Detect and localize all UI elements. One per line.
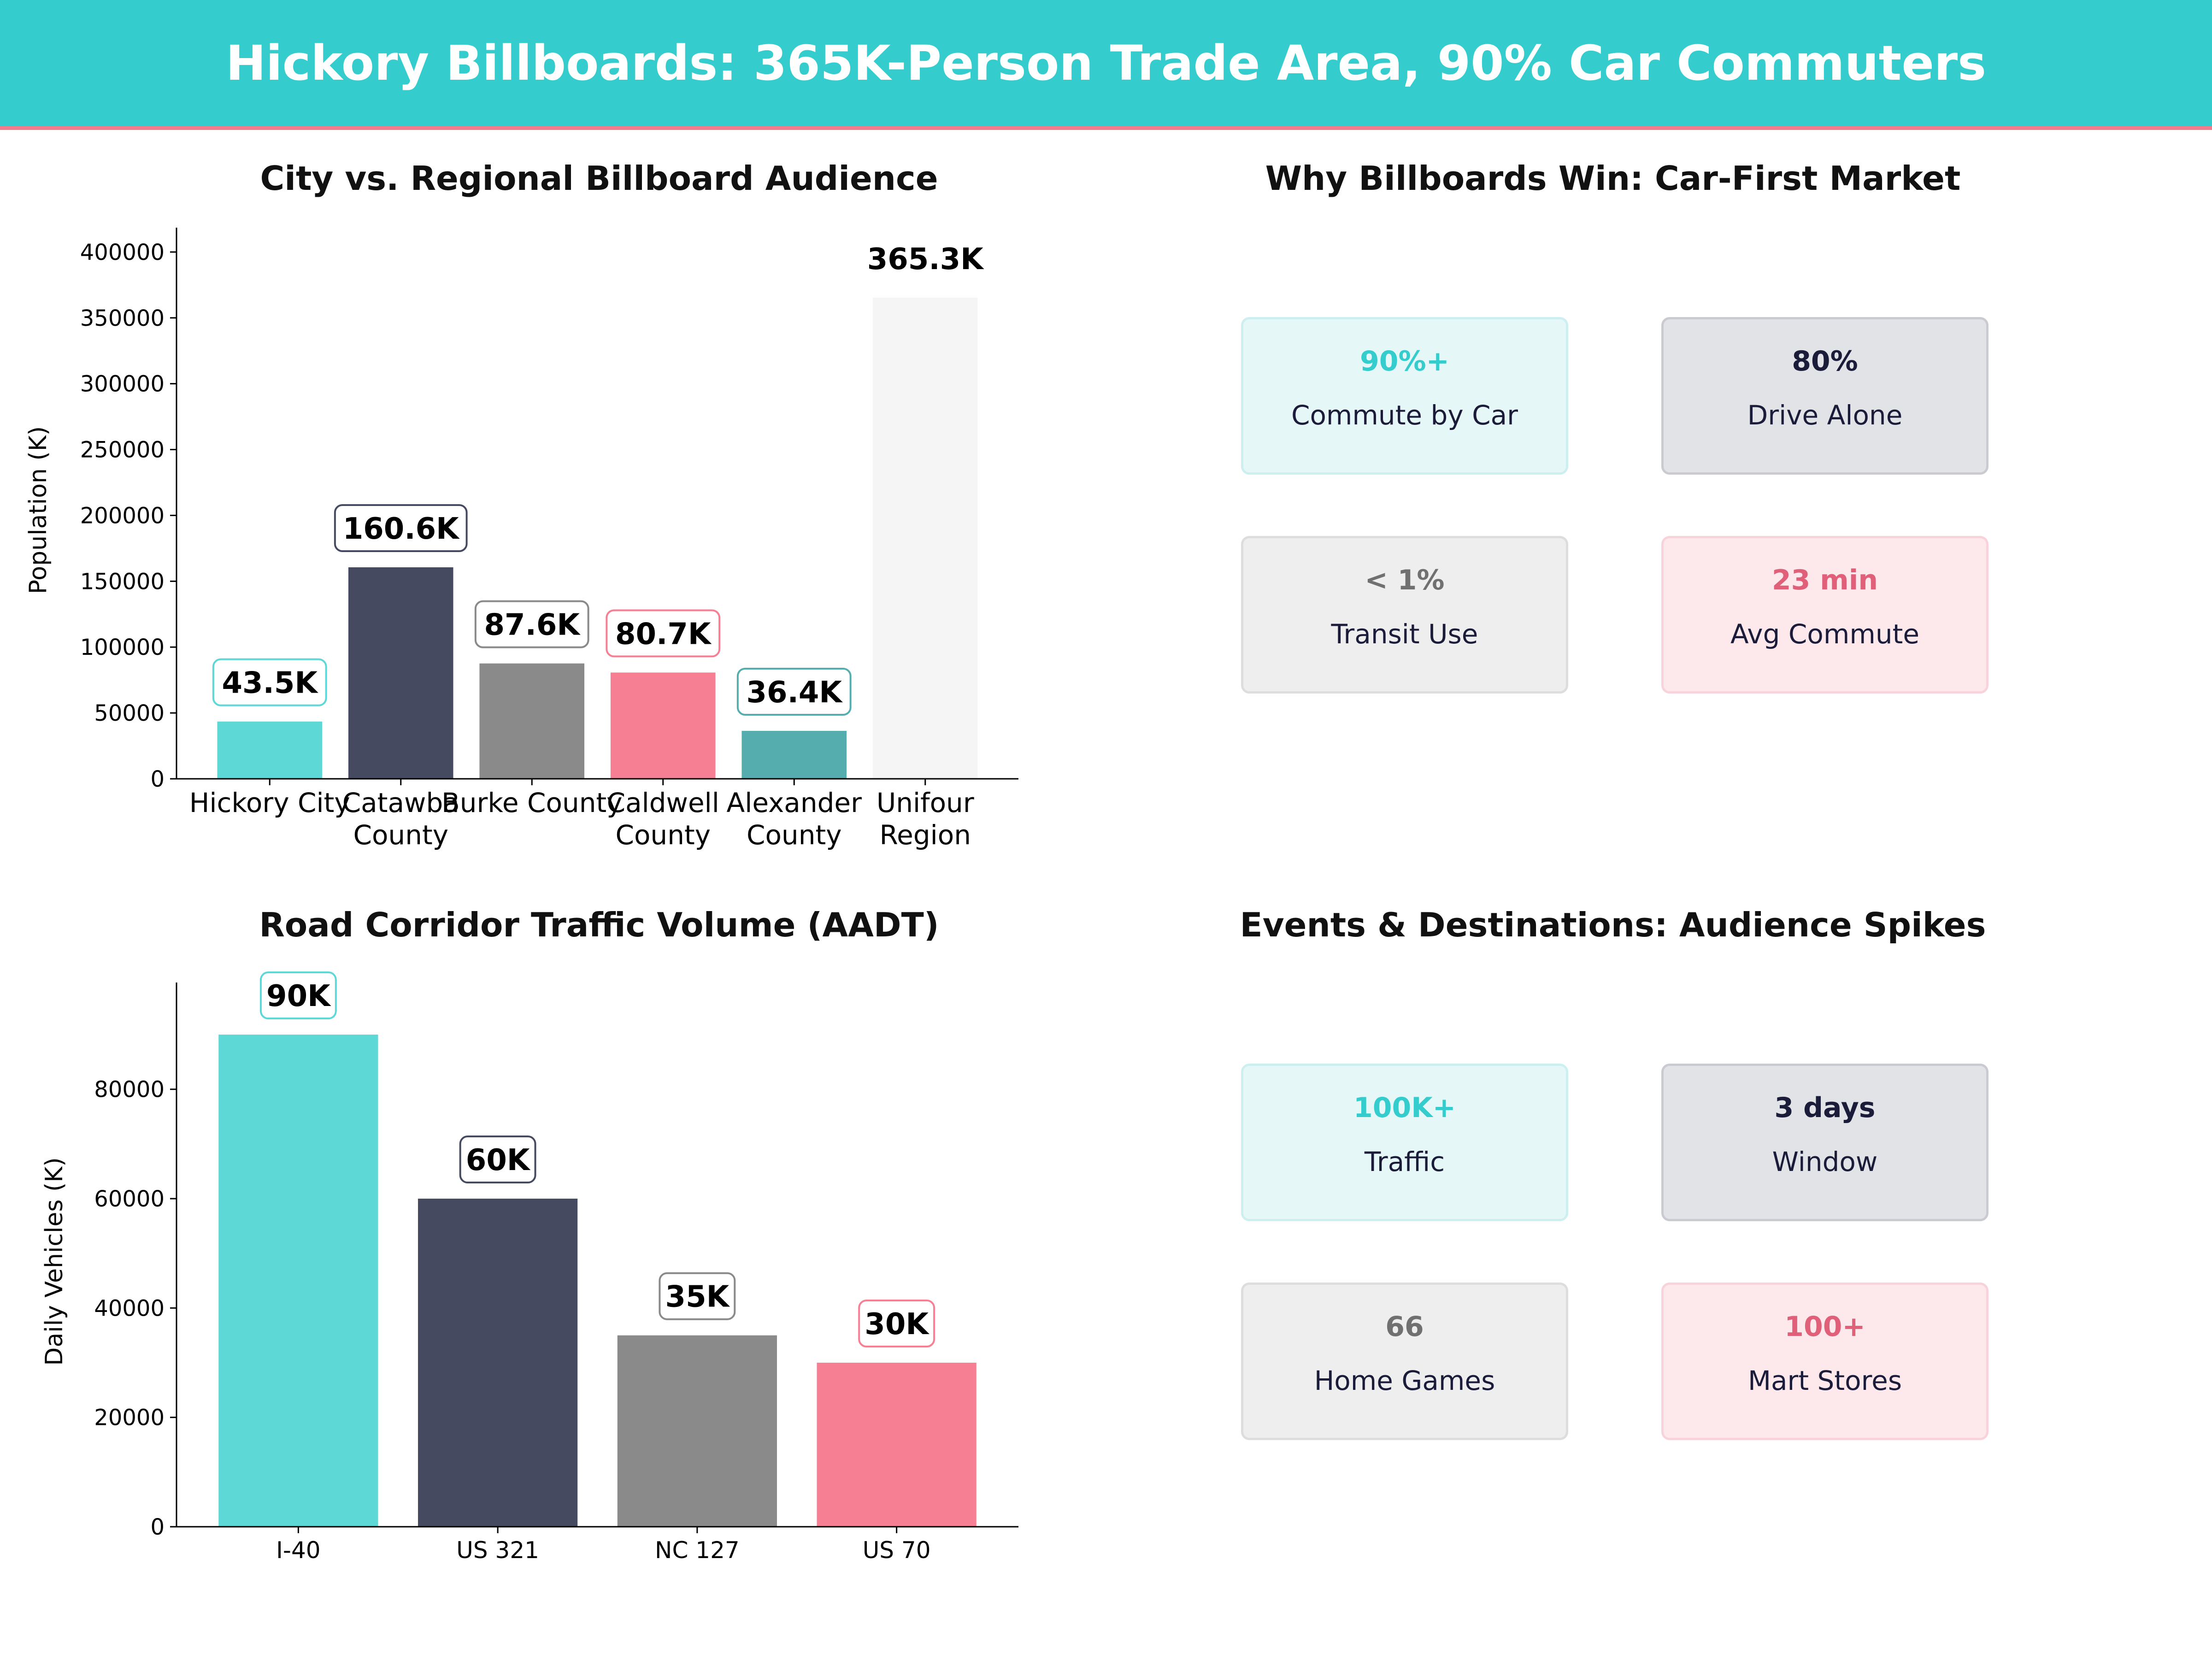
- y-tick-label: 60000: [94, 1186, 165, 1212]
- bar: [610, 672, 716, 779]
- y-tick-label: 200000: [80, 503, 165, 529]
- y-tick-label: 50000: [94, 700, 165, 726]
- stat-value: 90%+: [1360, 345, 1449, 377]
- stat-label: Drive Alone: [1747, 400, 1903, 431]
- data-label-box: [474, 600, 589, 648]
- y-tick-label: 250000: [80, 437, 165, 463]
- stat-value: 80%: [1792, 345, 1858, 377]
- data-label: 35K: [665, 1280, 730, 1314]
- data-label: 60K: [466, 1143, 531, 1177]
- stat-card-drive-alone: 80% Drive Alone: [1661, 317, 1988, 475]
- stat-card-avg-commute: 23 min Avg Commute: [1661, 536, 1988, 694]
- stat-label: Commute by Car: [1291, 400, 1518, 431]
- x-tick-label: I-40: [276, 1537, 320, 1564]
- y-tick-label: 150000: [80, 569, 165, 594]
- data-label-box: [736, 667, 852, 716]
- stat-label: Traffic: [1364, 1146, 1445, 1177]
- data-label: 30K: [865, 1307, 930, 1341]
- data-label-box: [334, 504, 468, 553]
- population-chart-title: City vs. Regional Billboard Audience: [260, 159, 938, 198]
- data-label-box: [659, 1272, 736, 1320]
- header-banner: Hickory Billboards: 365K-Person Trade Ar…: [0, 0, 2212, 130]
- stat-value: 23 min: [1771, 564, 1878, 596]
- x-tick-label: US 70: [863, 1537, 931, 1564]
- stat-card-window: 3 days Window: [1661, 1064, 1988, 1221]
- x-tick-label: County: [747, 819, 842, 851]
- data-label: 80.7K: [615, 617, 712, 651]
- data-label-box: [858, 1300, 935, 1348]
- x-tick-label: NC 127: [655, 1537, 740, 1564]
- x-tick-label: Burke County: [441, 787, 623, 818]
- y-axis-label: Population (K): [24, 426, 52, 594]
- stat-label: Avg Commute: [1730, 618, 1920, 650]
- data-label: 43.5K: [222, 666, 319, 700]
- stat-value: < 1%: [1365, 564, 1445, 596]
- stat-label: Window: [1772, 1146, 1878, 1177]
- events-panel-title: Events & Destinations: Audience Spikes: [1240, 906, 1986, 944]
- bar: [479, 663, 585, 779]
- x-tick-label: County: [353, 819, 448, 851]
- y-tick-label: 0: [150, 1514, 165, 1540]
- stat-card-mart-stores: 100+ Mart Stores: [1661, 1282, 1988, 1440]
- traffic-chart-title: Road Corridor Traffic Volume (AADT): [259, 906, 939, 944]
- why-panel-title: Why Billboards Win: Car-First Market: [1265, 159, 1961, 198]
- y-axis-label: Daily Vehicles (K): [41, 1157, 68, 1365]
- y-tick-label: 100000: [80, 635, 165, 660]
- data-label-box: [212, 658, 327, 706]
- data-label: 36.4K: [747, 676, 843, 710]
- bar: [741, 730, 847, 779]
- stat-card-home-games: 66 Home Games: [1241, 1282, 1568, 1440]
- bar: [872, 298, 978, 779]
- stat-label: Transit Use: [1331, 618, 1478, 650]
- x-tick-label: Unifour: [877, 787, 974, 818]
- bar: [617, 1335, 777, 1527]
- data-label: 160.6K: [343, 512, 460, 546]
- x-tick-label: Hickory City: [189, 787, 350, 818]
- x-tick-label: Caldwell: [607, 787, 719, 818]
- page-title: Hickory Billboards: 365K-Person Trade Ar…: [225, 35, 1987, 91]
- data-label-box: [606, 609, 721, 658]
- y-tick-label: 350000: [80, 306, 165, 331]
- y-tick-label: 0: [150, 766, 165, 792]
- x-tick-label: County: [615, 819, 711, 851]
- stat-value: 100K+: [1353, 1092, 1456, 1124]
- y-tick-label: 400000: [80, 240, 165, 265]
- stat-label: Home Games: [1314, 1365, 1495, 1396]
- data-label: 87.6K: [484, 608, 581, 642]
- data-label: 90K: [266, 979, 331, 1013]
- y-tick-label: 80000: [94, 1077, 165, 1103]
- y-tick-label: 300000: [80, 371, 165, 397]
- x-tick-label: US 321: [456, 1537, 539, 1564]
- x-tick-label: Alexander: [727, 787, 862, 818]
- data-label: 365.3K: [867, 242, 984, 276]
- stat-value: 100+: [1784, 1311, 1865, 1343]
- bar: [217, 721, 323, 779]
- x-tick-label: Catawba: [342, 787, 459, 818]
- stat-value: 66: [1385, 1311, 1424, 1343]
- data-label-box: [459, 1135, 536, 1184]
- stat-value: 3 days: [1774, 1092, 1876, 1124]
- x-tick-label: Region: [879, 819, 971, 851]
- stat-label: Mart Stores: [1747, 1365, 1902, 1396]
- data-label-box: [259, 971, 337, 1020]
- bar: [348, 567, 453, 779]
- stat-card-commute-by-car: 90%+ Commute by Car: [1241, 317, 1568, 475]
- traffic-bar-chart: 90K I-40 60K US 321 35K NC 127 30K US 70 0 20000 4…: [41, 971, 1018, 1564]
- bar: [817, 1363, 977, 1527]
- bar: [218, 1035, 378, 1527]
- stat-card-transit-use: < 1% Transit Use: [1241, 536, 1568, 694]
- y-tick-label: 20000: [94, 1405, 165, 1431]
- y-tick-label: 40000: [94, 1295, 165, 1321]
- stat-card-traffic: 100K+ Traffic: [1241, 1064, 1568, 1221]
- bar: [418, 1199, 578, 1527]
